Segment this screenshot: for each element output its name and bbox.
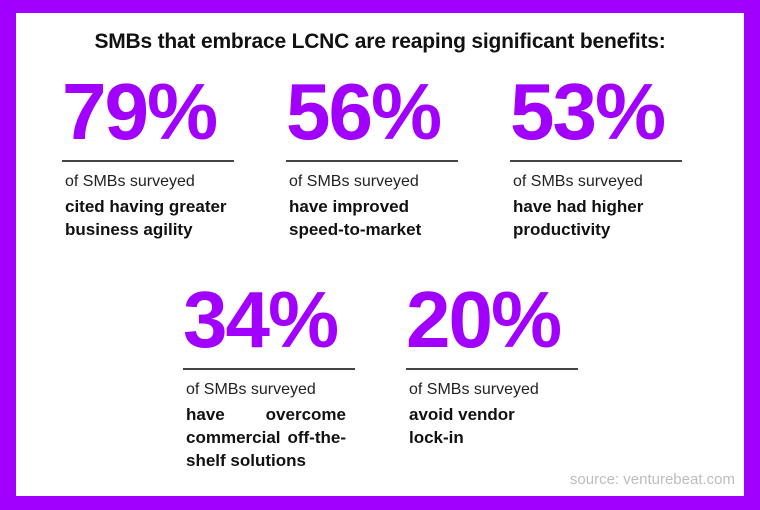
- stat-subtitle: of SMBs surveyed: [65, 173, 195, 190]
- stat-description: avoid vendor lock-in: [409, 405, 515, 447]
- stat-vendor-lock-in: 20% of SMBs surveyed avoid vendor lock-i…: [406, 280, 582, 449]
- stat-value: 56%: [286, 67, 442, 156]
- divider: [62, 160, 234, 162]
- headline: SMBs that embrace LCNC are reaping signi…: [94, 30, 666, 53]
- stat-productivity: 53% of SMBs surveyed have had higher pro…: [510, 72, 686, 241]
- infographic-panel: [16, 13, 744, 496]
- stat-description: have overcome commercial off-the-shelf s…: [186, 405, 346, 470]
- stat-subtitle: of SMBs surveyed: [289, 173, 419, 190]
- stat-agility: 79% of SMBs surveyed cited having greate…: [62, 72, 238, 241]
- stat-value: 79%: [62, 67, 218, 156]
- stat-description: cited having greater business agility: [65, 197, 227, 239]
- stat-description: have had higher productivity: [513, 197, 644, 239]
- stat-value: 53%: [510, 67, 666, 156]
- stat-speed-to-market: 56% of SMBs surveyed have improved speed…: [286, 72, 462, 241]
- stat-cots: 34% of SMBs surveyed have overcome comme…: [183, 280, 359, 472]
- source-credit: source: venturebeat.com: [569, 471, 735, 488]
- stat-value: 34%: [183, 275, 339, 364]
- stat-description: have improved speed-to-market: [289, 197, 422, 239]
- divider: [286, 160, 458, 162]
- stat-subtitle: of SMBs surveyed: [186, 381, 316, 398]
- divider: [510, 160, 682, 162]
- stat-subtitle: of SMBs surveyed: [513, 173, 643, 190]
- stat-value: 20%: [406, 275, 562, 364]
- stat-subtitle: of SMBs surveyed: [409, 381, 539, 398]
- divider: [183, 368, 355, 370]
- divider: [406, 368, 578, 370]
